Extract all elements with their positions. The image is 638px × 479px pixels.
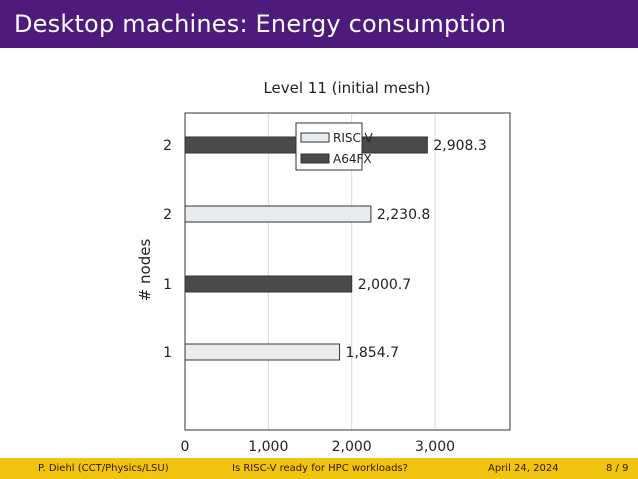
footer-bar: P. Diehl (CCT/Physics/LSU) Is RISC-V rea… (0, 458, 638, 479)
bar-value-label: 1,854.7 (346, 345, 399, 361)
x-tick-labels: 0 1,000 2,000 3,000 (181, 439, 456, 455)
bar-a64fx-1 (184, 275, 353, 293)
x-tick-label: 3,000 (415, 439, 455, 455)
footer-page-number: 8 / 9 (606, 463, 629, 474)
chart-title: Level 11 (initial mesh) (263, 79, 430, 97)
y-tick-label: 2 (163, 207, 172, 223)
x-tick-label: 0 (181, 439, 190, 455)
y-tick-label: 1 (163, 277, 172, 293)
x-tick-label: 1,000 (248, 439, 288, 455)
bar-chart: Level 11 (initial mesh) 1,854.7 2,000.7 2,… (136, 79, 511, 455)
legend-swatch-a64fx (300, 153, 330, 164)
legend: RISC-V A64FX (295, 122, 374, 171)
bar-value-label: 2,000.7 (358, 277, 411, 293)
y-tick-labels: 1 1 2 2 (163, 138, 172, 361)
y-axis-label: # nodes (136, 239, 154, 302)
footer-author: P. Diehl (CCT/Physics/LSU) (38, 463, 169, 474)
title-bar: Desktop machines: Energy consumption (0, 0, 638, 48)
plot-frame (184, 112, 511, 431)
legend-label-a64fx: A64FX (333, 152, 372, 166)
footer-talk-title: Is RISC-V ready for HPC workloads? (232, 463, 408, 474)
footer-date: April 24, 2024 (488, 463, 559, 474)
legend-swatch-risc-v (300, 132, 330, 143)
bar-value-label: 2,908.3 (433, 138, 486, 154)
y-tick-label: 1 (163, 345, 172, 361)
bar-risc-v-1 (184, 343, 341, 361)
bar-value-label: 2,230.8 (377, 207, 430, 223)
legend-label-risc-v: RISC-V (333, 131, 374, 145)
x-tick-label: 2,000 (332, 439, 372, 455)
slide-title: Desktop machines: Energy consumption (14, 10, 507, 38)
bar-labels-group: 1,854.7 2,000.7 2,230.8 2,908.3 (346, 138, 487, 361)
y-tick-label: 2 (163, 138, 172, 154)
bar-risc-v-2 (184, 205, 372, 223)
